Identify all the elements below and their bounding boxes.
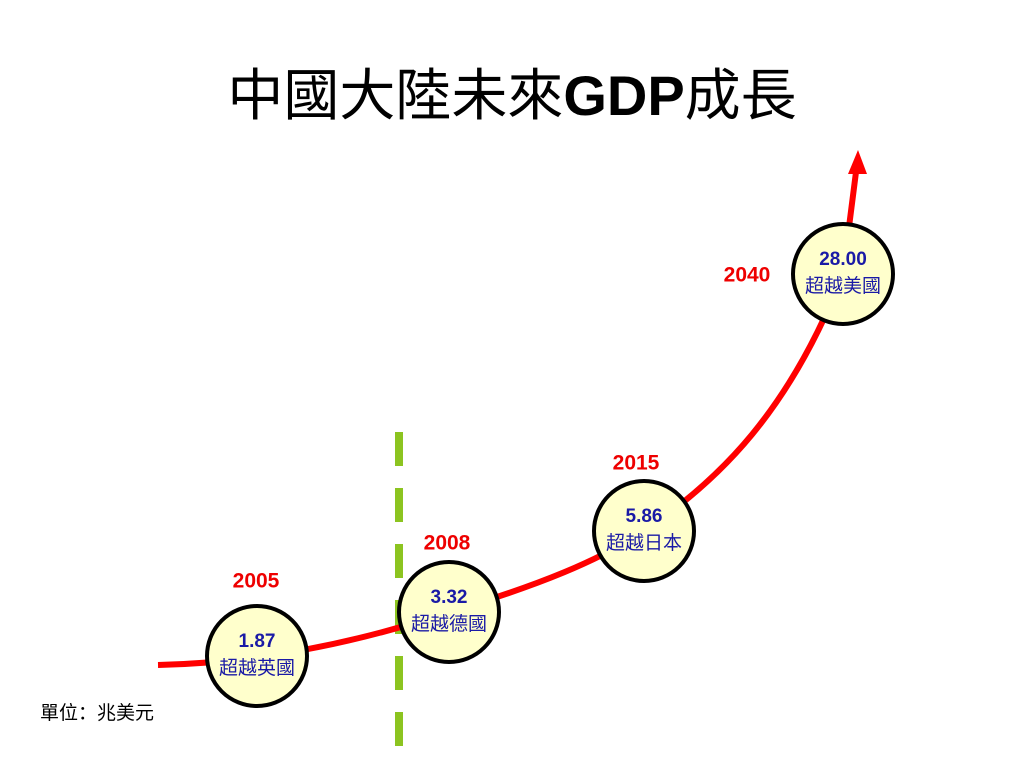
unit-note: 單位：兆美元 bbox=[40, 702, 154, 724]
title-text: 中國大陸未來 bbox=[227, 64, 563, 127]
node-label: 超越德國 bbox=[411, 613, 487, 635]
node-label: 超越英國 bbox=[219, 657, 295, 679]
node-label: 超越美國 bbox=[805, 275, 881, 297]
node-year: 2015 bbox=[613, 452, 660, 475]
node-value: 5.86 bbox=[626, 506, 663, 527]
node-year: 2005 bbox=[233, 570, 280, 593]
node-circle bbox=[205, 604, 309, 708]
node-year: 2008 bbox=[424, 532, 471, 555]
node-circle bbox=[791, 222, 895, 326]
node-label: 超越日本 bbox=[606, 532, 682, 554]
node-value: 3.32 bbox=[431, 587, 468, 608]
node-circle bbox=[592, 479, 696, 583]
node-value: 1.87 bbox=[239, 631, 276, 652]
title: 中國大陸未來GDP成長 bbox=[227, 64, 796, 127]
title-text: 成長 bbox=[685, 64, 797, 127]
node-value: 28.00 bbox=[819, 249, 867, 270]
title-text: GDP bbox=[563, 64, 684, 127]
arrowhead bbox=[848, 150, 867, 174]
node-year: 2040 bbox=[724, 264, 771, 287]
node-circle bbox=[397, 560, 501, 664]
